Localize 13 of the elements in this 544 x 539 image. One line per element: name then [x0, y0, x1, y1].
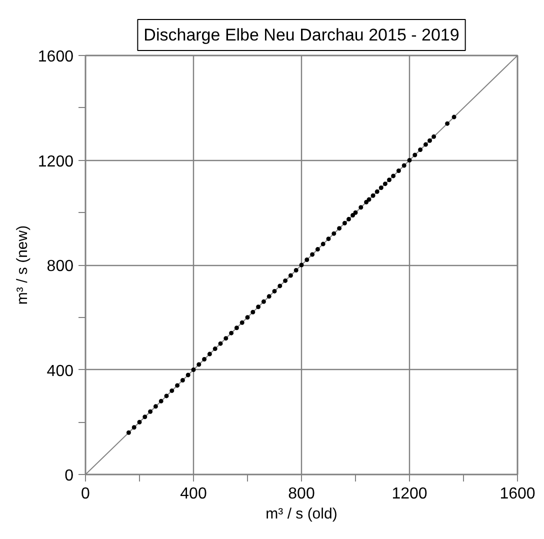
- x-axis-title: m³ / s (old): [266, 506, 338, 522]
- y-tick-label: 0: [64, 468, 74, 484]
- y-tick-label: 1600: [38, 48, 74, 66]
- x-tick-label: 1200: [392, 486, 428, 502]
- chart-title: Discharge Elbe Neu Darchau 2015 - 2019: [144, 26, 460, 44]
- y-tick-label: 400: [46, 362, 74, 380]
- x-tick-label: 800: [288, 486, 315, 502]
- y-tick-label: 800: [46, 258, 74, 275]
- x-tick-label: 0: [81, 486, 90, 502]
- x-tick-label: 1600: [500, 486, 536, 502]
- y-tick-label: 1200: [38, 153, 74, 170]
- x-tick-label: 400: [180, 486, 207, 502]
- y-axis-title: m³ / s (new): [14, 225, 31, 305]
